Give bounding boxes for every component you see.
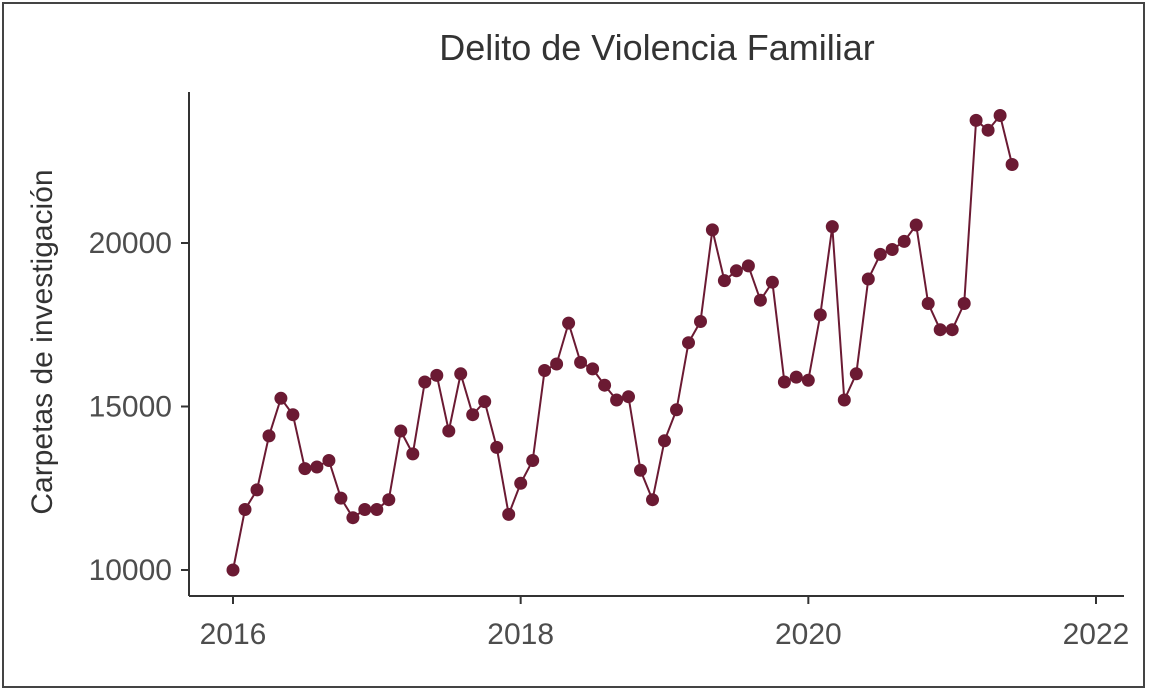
data-point [813, 308, 827, 322]
data-point [705, 223, 719, 237]
data-point [777, 375, 791, 389]
data-point [765, 275, 779, 289]
data-point [861, 272, 875, 286]
data-point [586, 362, 600, 376]
data-point [430, 368, 444, 382]
data-point [442, 424, 456, 438]
x-ticks: 2016 2018 2020 2022 [200, 596, 1130, 651]
data-point [286, 408, 300, 422]
data-point [538, 364, 552, 377]
data-point [825, 220, 839, 234]
data-point [670, 403, 683, 417]
y-tick-label: 15000 [89, 391, 172, 424]
data-point [753, 293, 767, 307]
data-point [238, 503, 252, 516]
data-point [909, 218, 923, 232]
data-point [897, 234, 911, 248]
data-point [694, 315, 707, 328]
data-point [717, 274, 731, 288]
data-point [610, 393, 624, 407]
data-point [562, 316, 576, 330]
y-axis-label: Carpetas de investigación [26, 169, 59, 514]
data-point [885, 243, 899, 256]
data-point [945, 323, 959, 337]
y-ticks: 10000 15000 20000 [89, 227, 189, 587]
data-point [418, 375, 432, 389]
x-tick-label: 2022 [1063, 618, 1130, 651]
series-line [232, 113, 1014, 571]
data-point [250, 483, 264, 497]
data-point [873, 247, 887, 261]
data-point [849, 367, 863, 381]
data-point [682, 336, 695, 350]
data-point [298, 462, 312, 476]
x-tick-label: 2018 [487, 618, 554, 651]
data-point [981, 123, 995, 137]
data-point [1005, 158, 1019, 171]
data-point [454, 367, 468, 381]
data-point [478, 395, 492, 409]
y-tick-label: 10000 [89, 554, 172, 587]
data-point [406, 447, 420, 461]
data-point [801, 373, 815, 387]
data-point [837, 393, 851, 407]
data-point [550, 357, 564, 371]
data-point [514, 476, 528, 490]
data-point [574, 355, 588, 369]
data-point [502, 507, 516, 521]
chart-title: Delito de Violencia Familiar [439, 27, 875, 68]
data-point [466, 408, 480, 422]
data-point [358, 503, 372, 516]
data-point [262, 429, 276, 443]
data-point [346, 511, 360, 525]
data-point [658, 434, 671, 448]
data-point [933, 323, 947, 337]
data-point [382, 493, 396, 507]
data-point [789, 370, 803, 384]
data-point [394, 424, 408, 438]
data-point [490, 440, 504, 454]
x-tick-label: 2016 [200, 618, 267, 651]
data-point [741, 259, 755, 273]
data-point [969, 113, 983, 127]
data-point [957, 297, 971, 310]
series-points [226, 109, 1019, 577]
data-point [622, 390, 635, 404]
data-point [634, 463, 647, 477]
data-point [310, 460, 324, 474]
data-point [729, 264, 743, 278]
data-point [921, 297, 935, 310]
data-point [226, 563, 240, 577]
data-point [334, 491, 348, 505]
data-point [274, 391, 288, 405]
data-point [993, 109, 1007, 122]
data-point [598, 378, 612, 392]
data-point [646, 493, 659, 507]
x-tick-label: 2020 [775, 618, 842, 651]
data-point [322, 454, 336, 467]
y-tick-label: 20000 [89, 227, 172, 260]
data-point [370, 503, 384, 516]
data-point [526, 454, 540, 467]
